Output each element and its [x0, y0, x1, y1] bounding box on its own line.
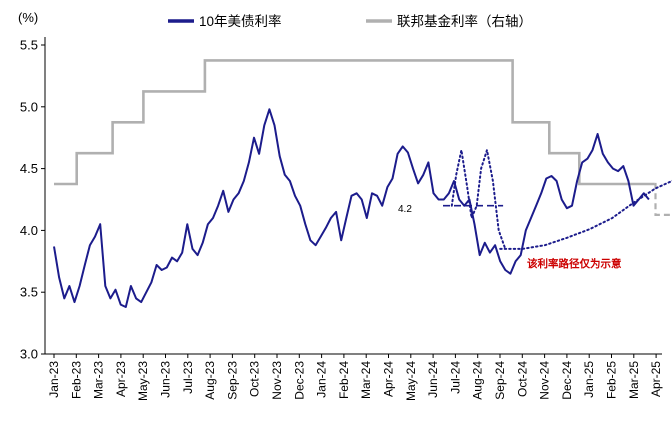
x-tick-label: Mar-24: [359, 361, 373, 399]
legend: 10年美债利率 联邦基金利率（右轴）: [168, 13, 532, 29]
x-tick-label: May-23: [136, 361, 150, 401]
y-tick-label: 3.0: [20, 347, 38, 362]
projection-dotted-path: [450, 149, 507, 250]
annotation-note: 该利率路径仅为示意: [527, 257, 622, 270]
x-tick-label: Jan-23: [47, 361, 61, 398]
x-tick-label: Jul-23: [181, 361, 195, 394]
projection-dotted-path: [499, 179, 672, 250]
x-tick-label: Dec-23: [292, 361, 306, 400]
y-tick-label: 4.0: [20, 223, 38, 238]
x-tick-label: Oct-24: [515, 361, 529, 397]
x-tick-label: Apr-24: [382, 361, 396, 397]
x-axis: Jan-23 Feb-23 Mar-23 Apr-23 May-23 Jun-23 Jul-…: [45, 353, 672, 401]
x-tick-label: Jun-24: [426, 361, 440, 398]
plot-area: [53, 59, 672, 308]
fed-funds-projection-line: [654, 182, 672, 216]
x-tick-label: Jan-24: [315, 361, 329, 398]
y-tick-label: 5.0: [20, 99, 38, 114]
x-tick-label: Dec-24: [560, 361, 574, 400]
x-tick-label: Aug-23: [203, 361, 217, 400]
x-tick-label: Sep-24: [493, 361, 507, 400]
annotation-level-label: 4.2: [398, 204, 412, 215]
x-tick-label: Nov-23: [270, 361, 284, 400]
x-tick-label: Oct-23: [248, 361, 262, 397]
x-tick-label: May-24: [404, 361, 418, 401]
x-tick-label: Aug-24: [471, 361, 485, 400]
x-tick-label: Feb-24: [337, 361, 351, 399]
x-tick-label: Sep-23: [225, 361, 239, 400]
x-tick-label: Jan-25: [582, 361, 596, 398]
x-tick-label: Jun-23: [159, 361, 173, 398]
x-tick-label: Apr-23: [114, 361, 128, 397]
x-tick-label: Feb-25: [605, 361, 619, 399]
x-tick-label: Apr-25: [649, 361, 663, 397]
x-tick-label: Mar-23: [92, 361, 106, 399]
y-tick-label: 5.5: [20, 38, 38, 53]
fed-funds-rate-line: [54, 59, 655, 186]
y-axis: 3.0 3.5 4.0 4.5 5.0 5.5: [20, 37, 46, 362]
x-tick-label: Feb-23: [69, 361, 83, 399]
x-tick-label: Jul-24: [448, 361, 462, 394]
y-tick-label: 3.5: [20, 285, 38, 300]
treasury-10y-line: [53, 108, 650, 308]
x-tick-label: Nov-24: [538, 361, 552, 400]
y-axis-unit-label: (%): [18, 10, 38, 25]
y-tick-label: 4.5: [20, 161, 38, 176]
legend-label: 联邦基金利率（右轴）: [397, 13, 532, 29]
x-tick-label: Mar-25: [627, 361, 641, 399]
legend-label: 10年美债利率: [199, 13, 282, 29]
